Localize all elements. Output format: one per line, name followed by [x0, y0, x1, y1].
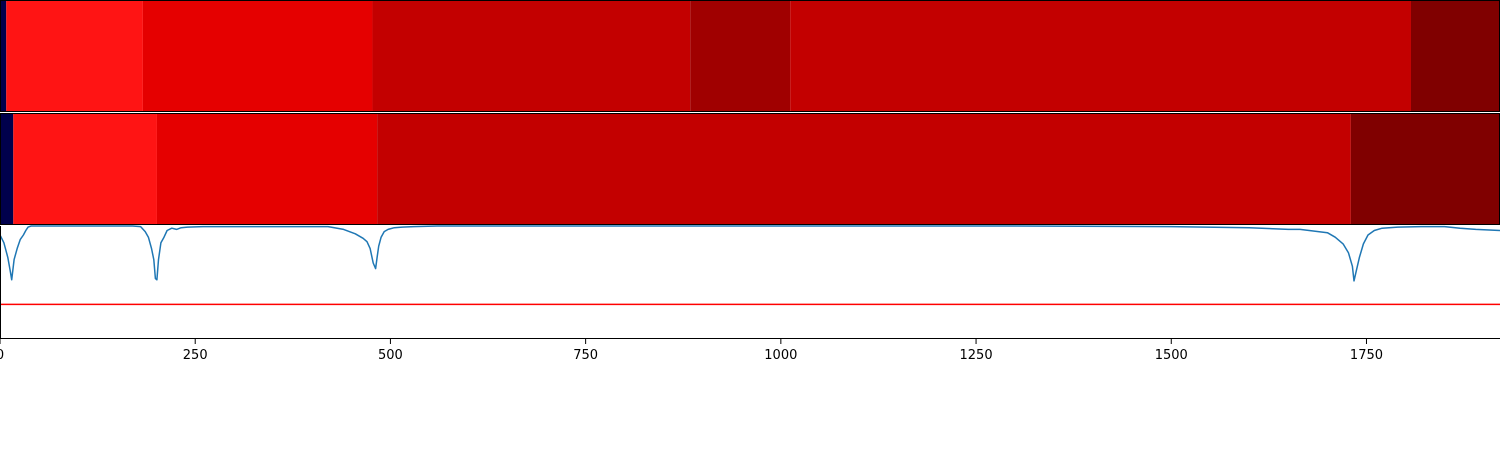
- line-series-1: [0, 225, 1500, 282]
- x-tick-label-1250: 1250: [960, 348, 993, 363]
- heatmap-cell-2-4: [377, 113, 1351, 225]
- heatmap-cell-2-5: [1350, 113, 1500, 225]
- heatmap-cell-1-2: [6, 0, 143, 112]
- heatmap-cell-2-2: [13, 113, 157, 225]
- line-panel: [0, 225, 1500, 339]
- heatmap-cell-2-1: [0, 113, 14, 225]
- heatmap-cell-1-7: [1410, 0, 1500, 112]
- x-tick-label-250: 250: [183, 348, 208, 363]
- heatmap-cell-1-1: [0, 0, 7, 112]
- x-tick-label-500: 500: [378, 348, 403, 363]
- x-tick-label-750: 750: [573, 348, 598, 363]
- heatmap-cell-1-5: [690, 0, 791, 112]
- heatmap-cell-1-6: [790, 0, 1411, 112]
- x-tick-label-1750: 1750: [1350, 348, 1383, 363]
- heatmap-cell-1-4: [372, 0, 691, 112]
- heatmap-cell-1-3: [142, 0, 373, 112]
- heatmap-cell-2-3: [156, 113, 378, 225]
- x-axis: 0 250 500 750 1000 1250 1500 1750: [0, 339, 1383, 363]
- line-panel-background: [0, 226, 1500, 338]
- x-tick-label-0: 0: [0, 348, 4, 363]
- x-tick-label-1000: 1000: [764, 348, 797, 363]
- heatmap-panel-top: [0, 0, 1500, 112]
- heatmap-panel-middle: [0, 113, 1500, 225]
- x-tick-label-1500: 1500: [1155, 348, 1188, 363]
